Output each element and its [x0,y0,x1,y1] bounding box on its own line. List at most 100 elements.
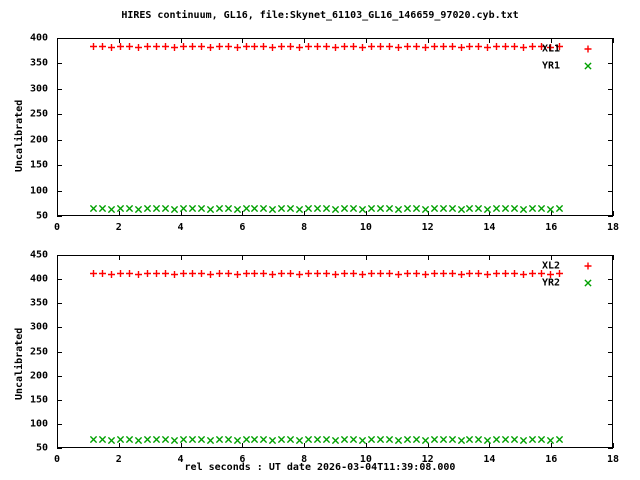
y-axis-tick-label: 300 [29,321,48,333]
y-axis-tick [608,38,613,39]
y-axis-tick [57,114,62,116]
x-axis-tick [551,443,553,448]
x-axis-tick [118,211,120,216]
legend-marker-yr1 [584,62,592,70]
x-axis-tick-label: 8 [301,222,308,233]
y-axis-tick [608,279,613,281]
x-axis-tick [304,443,306,448]
x-axis-tick-label: 12 [421,222,434,233]
y-axis-tick [57,303,62,305]
axes-frame-bottom [57,255,613,448]
x-axis-tick-label: 6 [239,222,246,233]
x-axis-tick [304,255,306,260]
x-axis-tick [242,443,244,448]
y-axis-tick-label: 50 [35,210,48,222]
y-axis-tick [57,38,62,39]
x-axis-tick [551,38,553,43]
x-axis-tick [427,443,429,448]
x-axis-tick [118,443,120,448]
y-axis-tick [608,423,613,425]
x-axis-tick [365,211,367,216]
y-axis-tick-label: 350 [29,57,48,69]
y-axis-tick [608,327,613,329]
y-axis-tick [57,327,62,329]
x-axis-tick-label: 10 [359,222,372,233]
y-axis-tick [608,255,613,256]
y-axis-tick-label: 200 [29,370,48,382]
x-axis-tick-label: 0 [53,222,61,233]
x-axis-tick-label: 4 [177,222,184,233]
x-axis-tick [613,38,614,43]
y-axis-tick [57,139,62,141]
y-axis-tick [57,399,62,401]
legend-marker-yr2 [584,279,592,287]
x-axis-tick-label: 4 [177,454,184,465]
y-axis-tick [608,351,613,353]
y-axis-tick [608,190,613,192]
y-axis-tick-label: 200 [29,134,48,146]
x-axis-tick [118,255,120,260]
y-axis-tick-label: 100 [29,185,48,197]
y-axis-tick-label: 250 [29,346,48,357]
x-axis-tick-label: 14 [483,454,496,465]
x-axis-tick [613,255,614,260]
x-axis-tick-label: 14 [483,222,496,233]
y-axis-tick [608,63,613,65]
legend-label-yr2: YR2 [541,277,560,289]
y-axis-tick-label: 150 [29,159,48,171]
x-axis-tick [551,211,553,216]
x-axis-tick [427,38,429,43]
page-title: HIRES continuum, GL16, file:Skynet_61103… [121,10,519,21]
legend-marker-xl2 [584,262,592,270]
y-axis-tick-label: 300 [29,83,48,95]
y-axis-tick [608,448,613,449]
y-axis-tick-label: 250 [29,108,48,120]
y-axis-tick [57,255,62,256]
x-axis-tick-label: 0 [53,454,61,465]
x-axis-tick-label: 8 [301,454,308,465]
y-axis-tick [57,165,62,167]
x-axis-tick-label: 2 [115,222,122,233]
x-axis-tick [489,211,491,216]
x-axis-tick [427,211,429,216]
y-axis-tick [57,279,62,281]
x-axis-tick-label: 16 [545,454,558,465]
x-axis-tick [180,211,182,216]
y-axis-tick [57,216,62,217]
x-axis-tick [57,255,58,260]
y-axis-tick [57,63,62,65]
x-axis-tick-label: 2 [115,454,122,465]
y-axis-tick-label: 400 [29,273,48,285]
x-axis-tick-label: 18 [606,222,620,233]
legend-marker-xl1 [584,45,592,53]
y-axis-tick [608,216,613,217]
y-axis-tick [57,351,62,353]
legend-label-yr1: YR1 [541,60,560,72]
y-axis-tick [608,114,613,116]
x-axis-tick [551,255,553,260]
x-axis-tick-label: 16 [545,222,558,233]
y-axis-tick [608,139,613,141]
y-axis-tick [608,165,613,167]
y-axis-tick [608,303,613,305]
x-axis-tick [304,211,306,216]
y-axis-tick [57,375,62,377]
y-axis-tick [608,399,613,401]
legend-label-xl1: XL1 [541,43,560,55]
y-axis-tick-label: 400 [29,32,48,44]
x-axis-tick [242,255,244,260]
x-axis-tick [57,38,58,43]
y-axis-tick [57,88,62,90]
legend-label-xl2: XL2 [541,260,560,272]
y-axis-label-bottom: Uncalibrated [14,327,25,400]
y-axis-tick [57,190,62,192]
y-axis-tick-label: 150 [29,394,48,406]
y-axis-tick-label: 450 [29,249,48,261]
y-axis-tick-label: 350 [29,297,48,309]
x-axis-tick [489,443,491,448]
x-axis-tick [613,211,614,216]
axes-frame-top [57,38,613,216]
y-axis-tick-label: 100 [29,418,48,430]
x-axis-tick [118,38,120,43]
